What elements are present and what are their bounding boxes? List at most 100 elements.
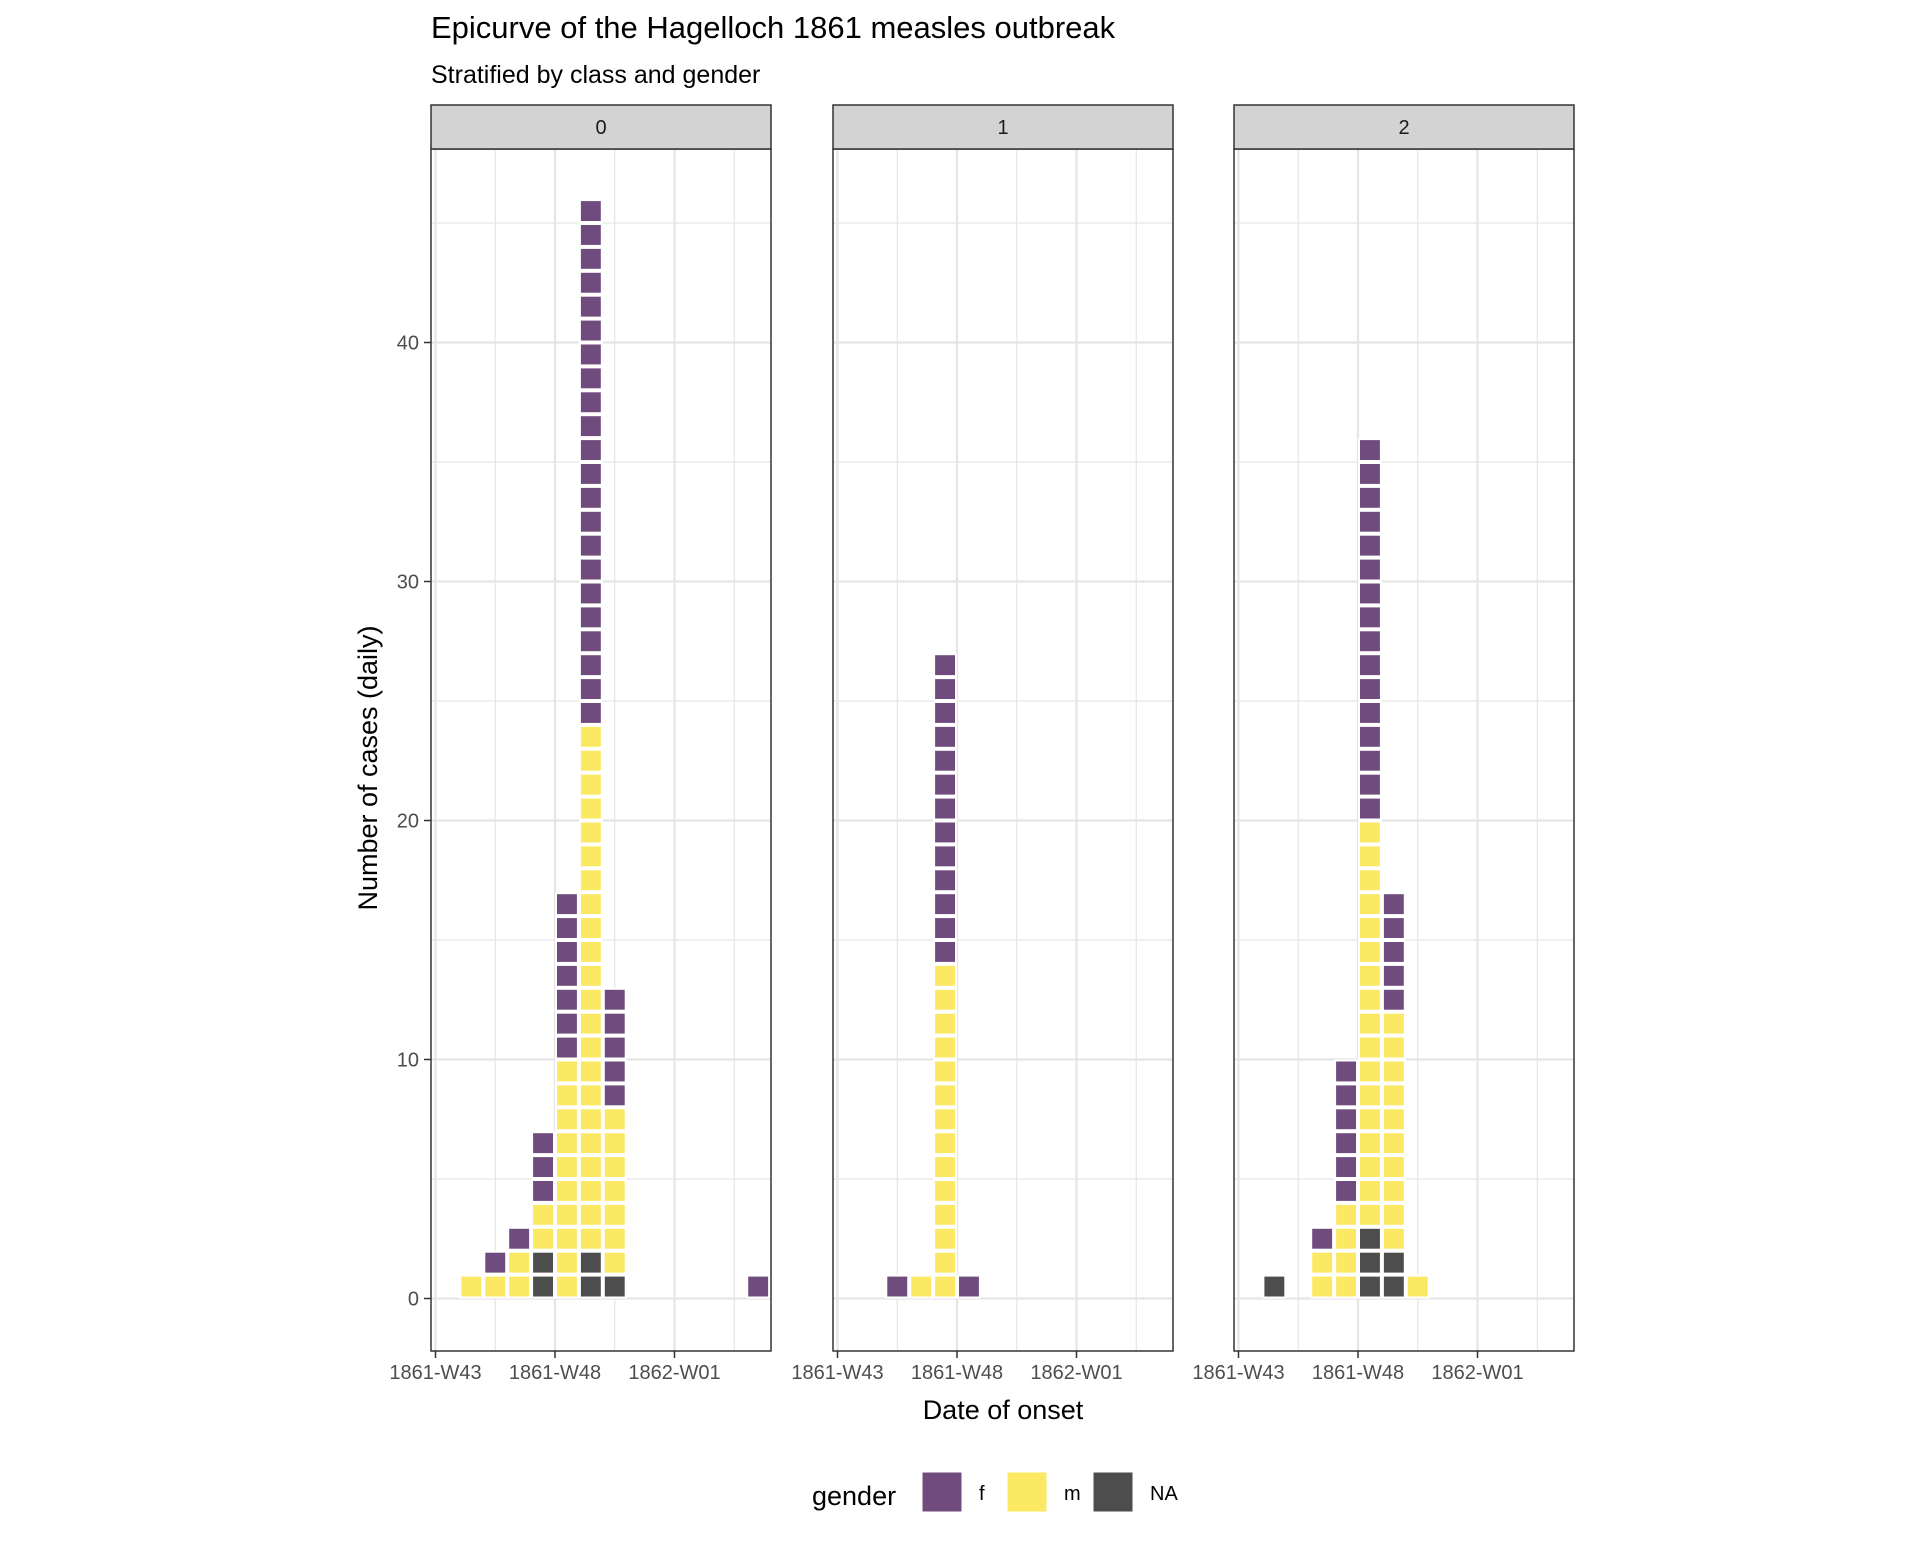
case-tile-f — [555, 892, 579, 917]
case-tile-f — [933, 653, 957, 678]
case-tile-f — [1334, 1083, 1358, 1108]
case-tile-f — [602, 987, 627, 1012]
legend-swatch-NA — [1092, 1471, 1134, 1513]
case-tile-m — [1334, 1250, 1358, 1275]
case-tile-m — [933, 1011, 957, 1036]
case-tile-m — [602, 1226, 627, 1251]
case-tile-m — [507, 1274, 532, 1299]
case-tile-m — [555, 1179, 579, 1203]
case-tile-m — [578, 868, 603, 893]
case-tile-m — [578, 1035, 603, 1060]
case-tile-m — [1358, 1179, 1382, 1203]
case-tile-m — [602, 1179, 627, 1203]
case-tile-m — [933, 963, 957, 988]
case-tile-f — [933, 916, 957, 940]
case-tile-m — [1358, 844, 1382, 869]
case-tile-f — [933, 772, 957, 797]
case-tile-m — [1381, 1179, 1406, 1203]
case-tile-f — [1381, 940, 1406, 964]
facet-strip-label: 0 — [595, 117, 606, 139]
case-tile-m — [933, 1250, 957, 1275]
case-tile-m — [1310, 1274, 1335, 1299]
case-tile-m — [1381, 1155, 1406, 1179]
case-tile-NA — [578, 1274, 603, 1299]
case-tile-f — [1334, 1155, 1358, 1179]
x-tick-label: 1861-W48 — [1312, 1362, 1404, 1384]
case-tile-f — [531, 1179, 555, 1203]
facet-panels: 0 1861-W43 1861-W48 1862-W01 0 10 20 30 40 1 1861-… — [389, 104, 1575, 1384]
chart-subtitle: Stratified by class and gender — [431, 61, 760, 89]
case-tile-m — [933, 1035, 957, 1060]
case-tile-m — [933, 1131, 957, 1156]
y-tick-label: 20 — [397, 811, 419, 833]
case-tile-m — [578, 820, 603, 845]
facet-panel-1: 1 1861-W43 1861-W48 1862-W01 — [791, 104, 1174, 1384]
case-tile-f — [1358, 557, 1382, 582]
x-tick-label: 1862-W01 — [1030, 1362, 1122, 1384]
legend-swatch-m — [1006, 1471, 1048, 1513]
case-tile-m — [555, 1226, 579, 1251]
case-tile-m — [531, 1202, 555, 1227]
case-tile-m — [578, 1155, 603, 1179]
case-tile-m — [578, 1202, 603, 1227]
case-tile-f — [1358, 581, 1382, 606]
case-tile-f — [1358, 629, 1382, 654]
case-tile-f — [578, 533, 603, 558]
case-tile-f — [555, 1011, 579, 1036]
case-tile-m — [483, 1274, 508, 1299]
case-tile-m — [1334, 1202, 1358, 1227]
facet-strip-label: 2 — [1398, 117, 1409, 139]
facet-strip — [430, 104, 772, 150]
case-tile-f — [1334, 1059, 1358, 1084]
case-tile-f — [933, 844, 957, 869]
case-tile-f — [555, 963, 579, 988]
case-tile-f — [1334, 1107, 1358, 1132]
case-tile-f — [578, 438, 603, 463]
case-tile-m — [1381, 1059, 1406, 1084]
case-tile-m — [578, 748, 603, 773]
case-tile-f — [531, 1155, 555, 1179]
case-tile-m — [1358, 1131, 1382, 1156]
case-tile-m — [555, 1083, 579, 1108]
case-tile-f — [933, 940, 957, 964]
case-tile-m — [1358, 987, 1382, 1012]
case-tile-m — [602, 1155, 627, 1179]
y-tick-label: 30 — [397, 572, 419, 594]
case-tile-f — [1310, 1226, 1335, 1251]
case-tile-m — [933, 1202, 957, 1227]
x-tick-label: 1861-W43 — [791, 1362, 883, 1384]
case-tile-m — [555, 1250, 579, 1275]
facet-strip-label: 1 — [997, 117, 1008, 139]
case-tile-f — [555, 940, 579, 964]
case-tile-f — [578, 223, 603, 247]
case-tile-f — [555, 1035, 579, 1060]
case-tile-m — [578, 1083, 603, 1108]
case-tile-m — [1358, 1202, 1382, 1227]
case-tile-m — [578, 892, 603, 917]
case-tile-NA — [1381, 1274, 1406, 1299]
case-tile-m — [933, 1107, 957, 1132]
case-tile-f — [1334, 1179, 1358, 1203]
case-tile-f — [1358, 533, 1382, 558]
case-tile-m — [909, 1274, 934, 1299]
facet-panel-0: 0 1861-W43 1861-W48 1862-W01 0 10 20 30 40 — [389, 104, 772, 1384]
case-tile-f — [933, 677, 957, 701]
chart-title: Epicurve of the Hagelloch 1861 measles o… — [431, 10, 1116, 45]
case-tile-m — [555, 1059, 579, 1084]
case-tile-f — [578, 366, 603, 391]
case-tile-f — [578, 462, 603, 486]
x-tick-label: 1861-W48 — [911, 1362, 1003, 1384]
case-tile-m — [1358, 892, 1382, 917]
case-tile-m — [602, 1250, 627, 1275]
case-tile-m — [459, 1274, 484, 1299]
case-tile-f — [933, 820, 957, 845]
case-tile-f — [1381, 963, 1406, 988]
case-tile-m — [1310, 1250, 1335, 1275]
case-tile-f — [933, 724, 957, 749]
case-tile-NA — [1358, 1274, 1382, 1299]
case-tile-m — [602, 1131, 627, 1156]
case-tile-f — [602, 1059, 627, 1084]
case-tile-m — [933, 1226, 957, 1251]
case-tile-f — [933, 796, 957, 821]
